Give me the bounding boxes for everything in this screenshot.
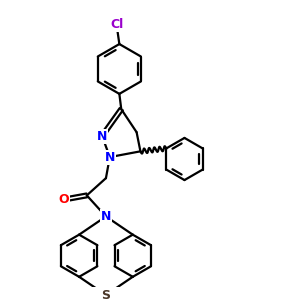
Text: O: O [58, 193, 69, 206]
Text: N: N [105, 151, 115, 164]
Text: S: S [101, 289, 110, 300]
Text: N: N [97, 130, 107, 142]
Text: N: N [101, 210, 111, 223]
Text: Cl: Cl [111, 18, 124, 32]
